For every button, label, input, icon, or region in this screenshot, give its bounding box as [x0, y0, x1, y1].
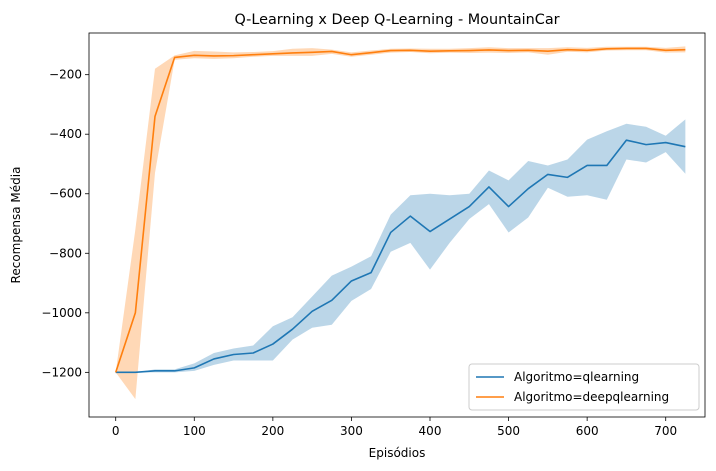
- series-lines: [114, 47, 686, 374]
- y-tick-label: −800: [49, 246, 82, 260]
- chart-title: Q-Learning x Deep Q-Learning - MountainC…: [234, 12, 559, 28]
- x-tick-label: 300: [340, 424, 363, 438]
- band-qlearning: [115, 119, 686, 373]
- x-tick-label: 0: [112, 424, 120, 438]
- y-tick-label: −600: [49, 187, 82, 201]
- series-line-deepqlearning: [114, 47, 686, 373]
- y-tick-label: −1000: [41, 306, 82, 320]
- confidence-bands: [115, 46, 686, 400]
- legend-label-deepqlearning: Algoritmo=deepqlearning: [514, 390, 669, 404]
- y-axis-ticks: −200 −400 −600 −800 −1000 −1200: [41, 68, 89, 379]
- legend: Algoritmo=qlearning Algoritmo=deepqlearn…: [468, 363, 700, 411]
- x-axis-label: Episódios: [369, 446, 426, 460]
- legend-box: [468, 363, 700, 411]
- x-tick-label: 700: [654, 424, 677, 438]
- y-tick-label: −200: [49, 68, 82, 82]
- x-tick-label: 100: [183, 424, 206, 438]
- y-tick-label: −1200: [41, 365, 82, 379]
- x-axis-ticks: 0 100 200 300 400 500 600 700: [112, 417, 677, 438]
- plot-frame: [88, 32, 706, 418]
- x-tick-label: 200: [261, 424, 284, 438]
- series-line-qlearning: [115, 139, 686, 374]
- legend-label-qlearning: Algoritmo=qlearning: [514, 370, 639, 384]
- x-tick-label: 600: [576, 424, 599, 438]
- x-tick-label: 400: [419, 424, 442, 438]
- y-tick-label: −400: [49, 127, 82, 141]
- y-axis-label: Recompensa Média: [9, 167, 23, 284]
- x-tick-label: 500: [497, 424, 520, 438]
